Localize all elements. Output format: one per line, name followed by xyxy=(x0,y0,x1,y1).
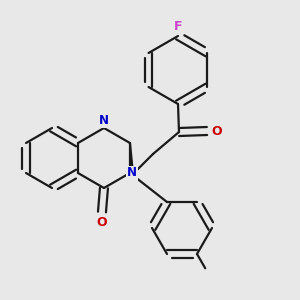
Text: S: S xyxy=(128,169,136,182)
Text: F: F xyxy=(174,20,182,32)
Text: O: O xyxy=(97,215,107,229)
Text: N: N xyxy=(99,115,109,128)
Text: O: O xyxy=(212,124,222,137)
Text: N: N xyxy=(127,167,137,179)
